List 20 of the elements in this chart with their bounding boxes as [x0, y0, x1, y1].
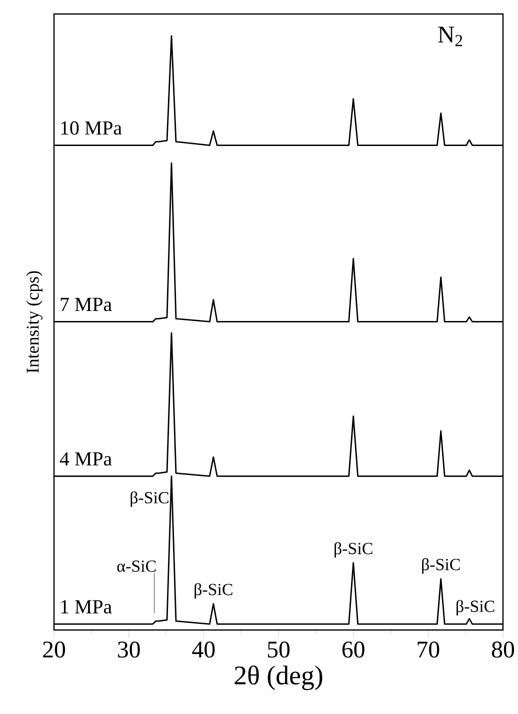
- annotation: β-SiC: [130, 491, 168, 507]
- x-tick-label: 20: [43, 642, 66, 658]
- x-tick-label: 60: [342, 642, 364, 658]
- series-label: 4 MPa: [60, 452, 112, 466]
- series-label: 10 MPa: [61, 121, 122, 135]
- annotation: β-SiC: [422, 558, 460, 574]
- y-axis-title: Intensity (cps): [26, 271, 42, 373]
- annotation: β-SiC: [194, 583, 232, 599]
- x-tick-label: 40: [192, 642, 215, 658]
- series-label: 1 MPa: [61, 600, 112, 614]
- x-tick-label: 80: [492, 642, 514, 658]
- annotation: β-SiC: [334, 542, 372, 558]
- x-axis-title: 2θ (deg): [234, 665, 322, 690]
- annotation: α-SiC: [117, 560, 156, 572]
- annotation: β-SiC: [456, 600, 494, 616]
- x-tick-label: 30: [118, 642, 140, 658]
- x-tick-label: 50: [268, 642, 290, 658]
- x-tick-label: 70: [418, 642, 440, 658]
- series-label: 7 MPa: [60, 298, 112, 312]
- annotation: N$_{2}$: [438, 26, 462, 46]
